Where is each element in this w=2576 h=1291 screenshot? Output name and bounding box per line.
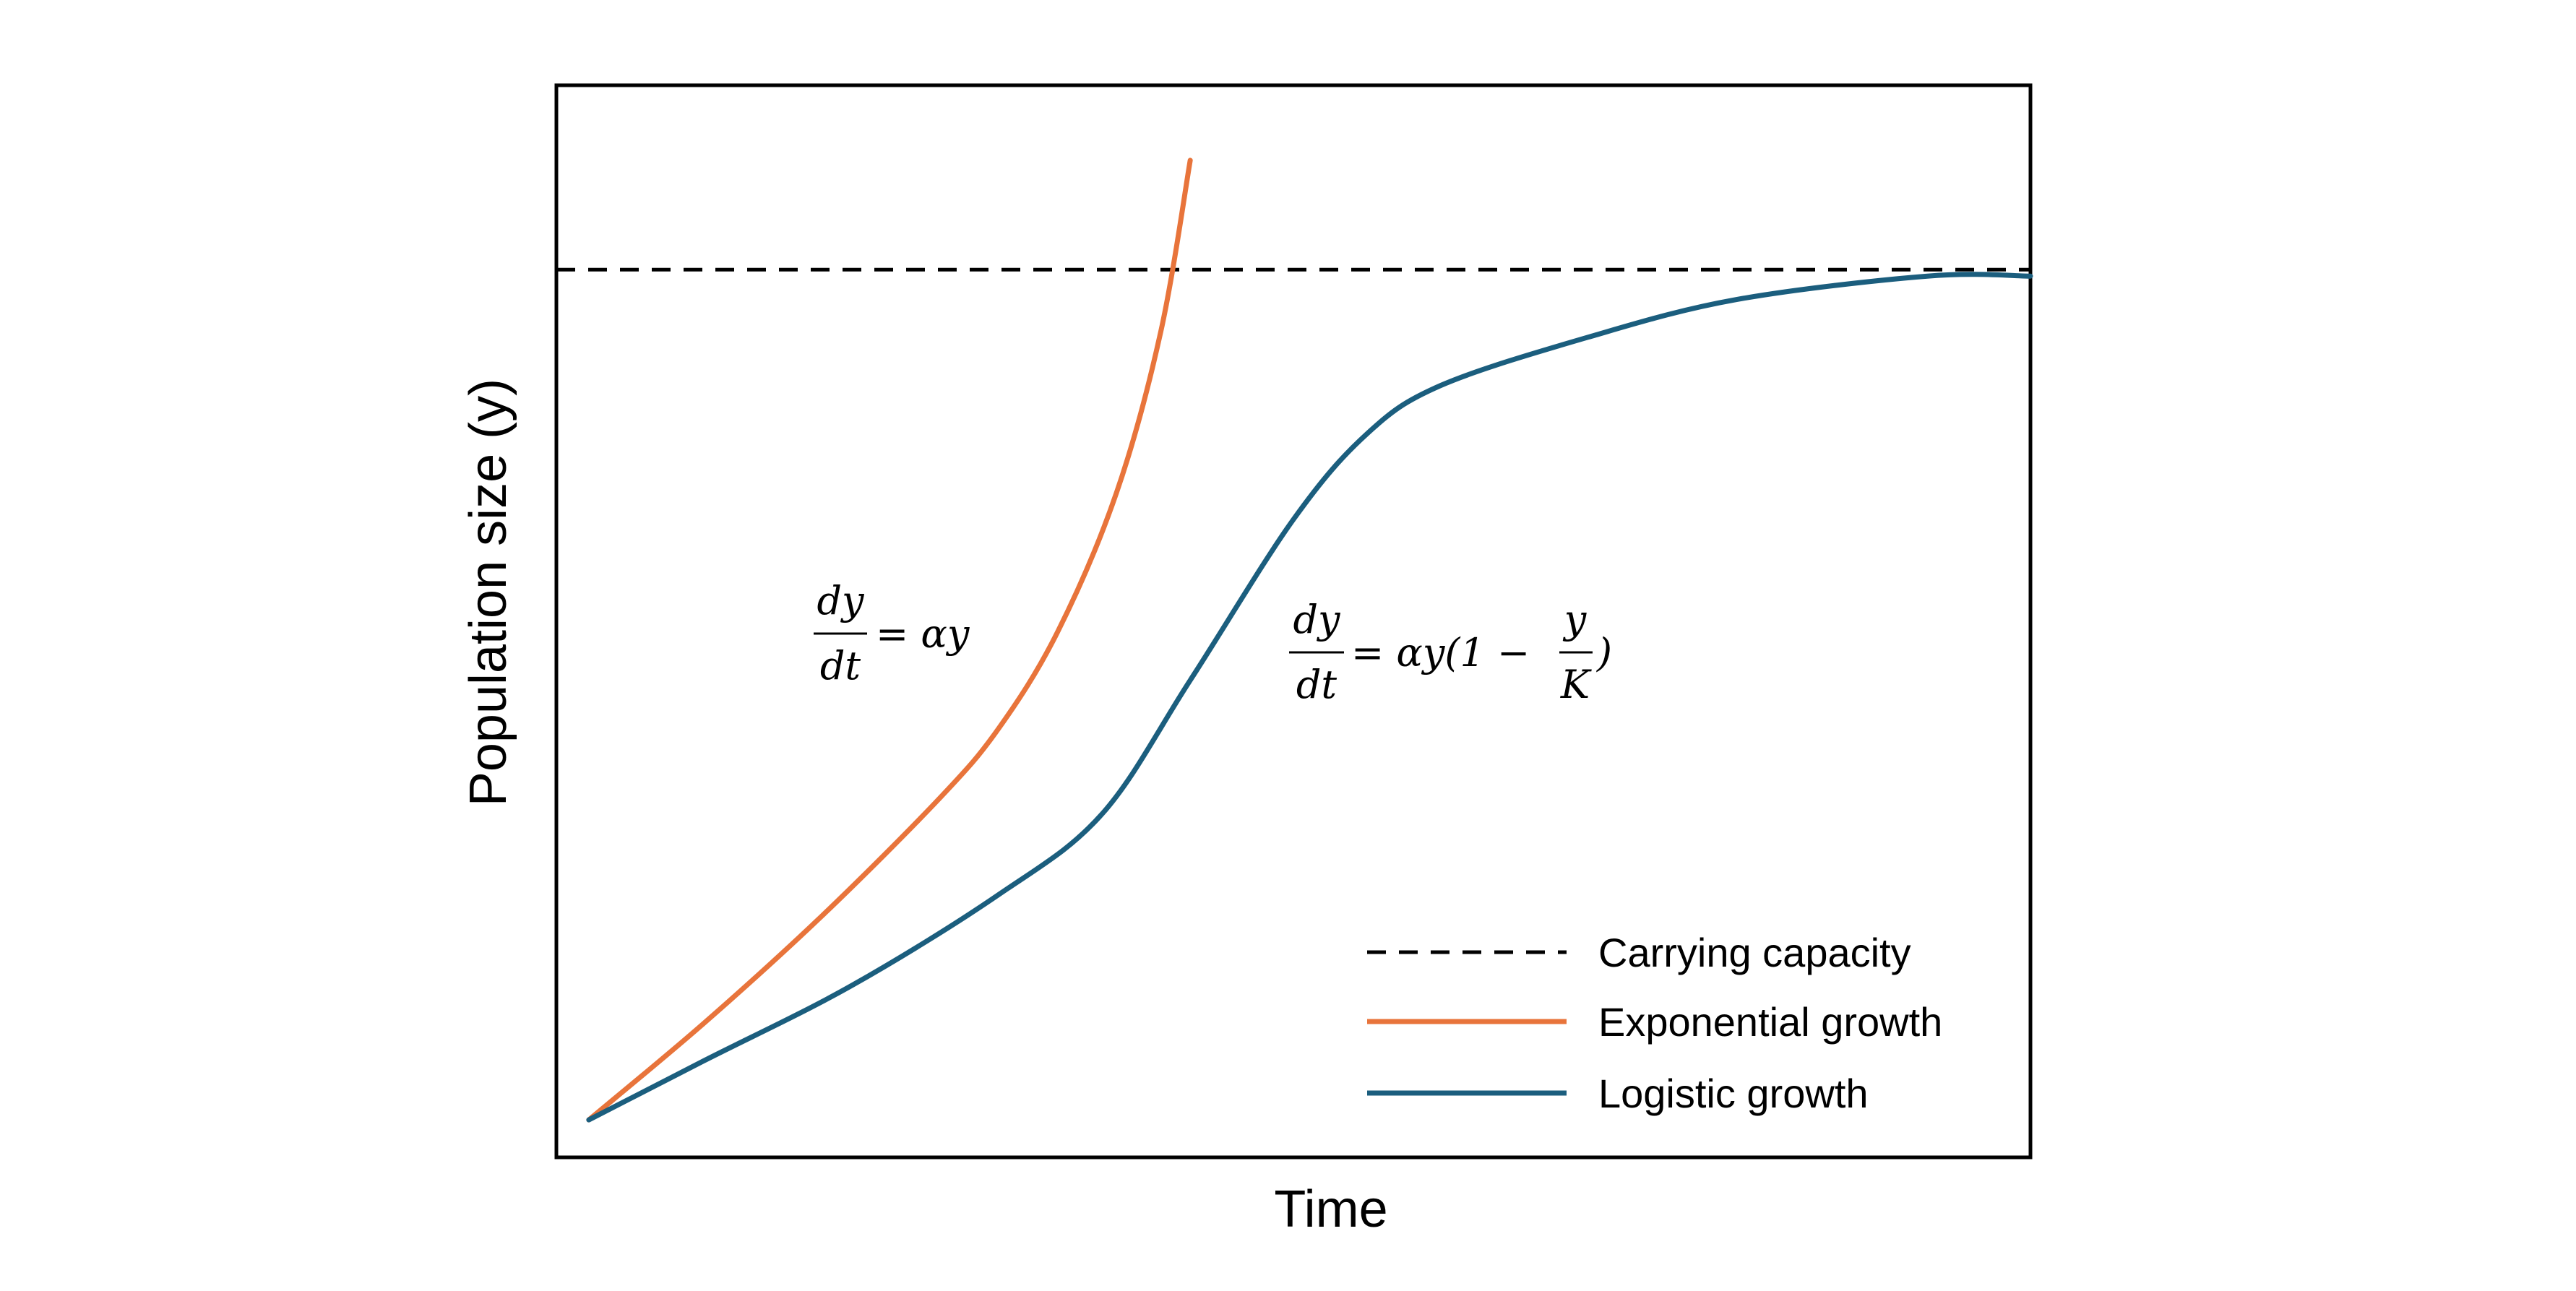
legend: Carrying capacity Exponential growth Log…: [1367, 930, 1942, 1116]
x-axis-title: Time: [1274, 1180, 1387, 1238]
legend-label-carrying-capacity: Carrying capacity: [1598, 930, 1911, 975]
y-axis-title: Population size (y): [460, 379, 517, 806]
legend-label-logistic: Logistic growth: [1598, 1071, 1869, 1116]
plot-frame: [554, 83, 2033, 1160]
log-eq-numerator: dy: [1293, 597, 1341, 642]
exponential-growth-line: [586, 157, 1193, 1123]
log-eq-rhs-a: = αy(1 −: [1351, 630, 1530, 675]
log-eq-denominator: dt: [1296, 662, 1337, 707]
exp-eq-denominator: dt: [820, 643, 861, 688]
logistic-equation: dy dt = αy(1 − y K ): [1289, 597, 1612, 707]
exp-eq-rhs: = αy: [876, 611, 970, 657]
exp-eq-numerator: dy: [817, 578, 865, 623]
legend-label-exponential: Exponential growth: [1598, 999, 1942, 1045]
log-eq-inner-numerator: y: [1563, 597, 1588, 642]
log-eq-inner-denominator: K: [1560, 662, 1592, 707]
log-eq-rhs-b: ): [1596, 630, 1612, 675]
exponential-equation: dy dt = αy: [814, 578, 970, 688]
logistic-growth-line: [586, 272, 2033, 1123]
